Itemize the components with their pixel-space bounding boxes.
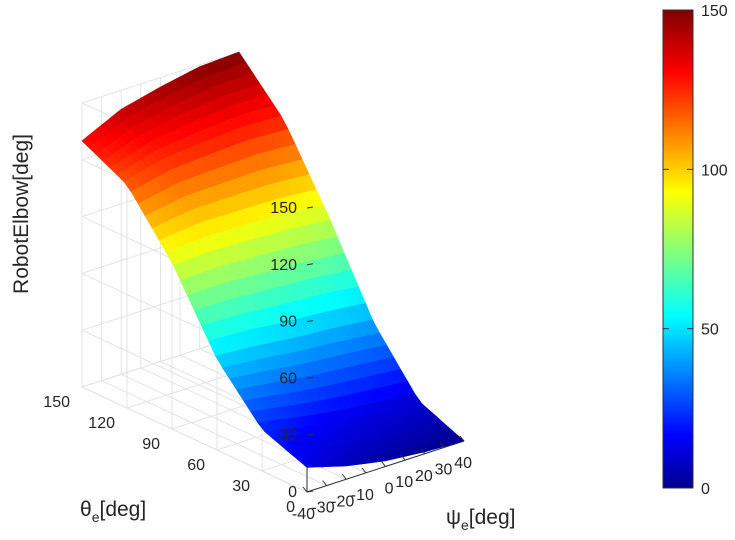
x-tick-label: -20 [331, 493, 354, 510]
y-tick-label: 90 [142, 436, 160, 453]
z-tick-label: 0 [288, 484, 297, 501]
z-tick-mark [306, 376, 314, 379]
x-axis-label-unit: [deg] [469, 506, 516, 529]
z-tick-mark [306, 433, 314, 436]
x-tick-mark [341, 473, 347, 480]
colorbar-tick-label: 0 [701, 481, 710, 498]
x-tick-label: 30 [435, 461, 453, 478]
y-axis-label: θe[deg] [80, 498, 146, 525]
floor-grid-line [101, 380, 327, 487]
x-tick-mark [459, 435, 465, 442]
colorbar-tick-label: 100 [701, 162, 728, 179]
left-wall-grid-line [81, 386, 308, 493]
z-tick-mark [306, 263, 314, 266]
z-tick-label: 90 [279, 314, 297, 331]
y-tick-label: 60 [187, 457, 205, 474]
x-tick-label: 10 [395, 474, 413, 491]
z-tick-label: 60 [279, 370, 297, 387]
x-tick-mark [439, 442, 445, 448]
y-axis-label-main: θ [80, 498, 92, 521]
x-tick-mark [302, 486, 308, 493]
z-axis-label: RobotElbow[deg] [10, 134, 33, 294]
x-tick-mark [400, 454, 406, 461]
z-tick-label: 120 [270, 257, 297, 274]
x-tick-label: -30 [311, 500, 334, 517]
colorbar-tick-label: 150 [701, 3, 728, 20]
colorbar-tick-label: 50 [701, 322, 719, 339]
x-axis-label: ψe[deg] [446, 506, 516, 533]
y-axis-label-unit: [deg] [99, 498, 146, 521]
x-tick-label: 20 [415, 468, 433, 485]
colorbar-ticks: 0 50 100 150 [663, 3, 728, 498]
y-tick-label: 0 [286, 499, 295, 516]
z-tick-mark [306, 206, 314, 209]
y-tick-label: 120 [88, 415, 115, 432]
x-axis-label-main: ψ [446, 506, 461, 529]
z-tick-label: 30 [279, 427, 297, 444]
colorbar [662, 9, 694, 489]
y-axis-label-sub: e [92, 509, 100, 525]
x-axis-label-sub: e [461, 517, 469, 533]
surface [81, 51, 465, 468]
surface-patch [451, 434, 465, 443]
x-tick-label: -40 [292, 506, 315, 523]
x-tick-label: -10 [351, 487, 374, 504]
x-tick-label: 0 [385, 481, 394, 498]
y-tick-label: 150 [43, 394, 70, 411]
z-tick-mark [306, 320, 314, 323]
y-tick-label: 30 [232, 478, 250, 495]
z-tick-label: 150 [270, 200, 297, 217]
x-tick-label: 40 [454, 455, 472, 472]
x-tick-mark [361, 467, 367, 474]
x-tick-mark [322, 480, 328, 486]
back-wall-grid-line [81, 51, 240, 104]
x-tick-mark [420, 448, 426, 455]
z-tick-mark [306, 490, 314, 493]
x-tick-mark [381, 461, 386, 467]
